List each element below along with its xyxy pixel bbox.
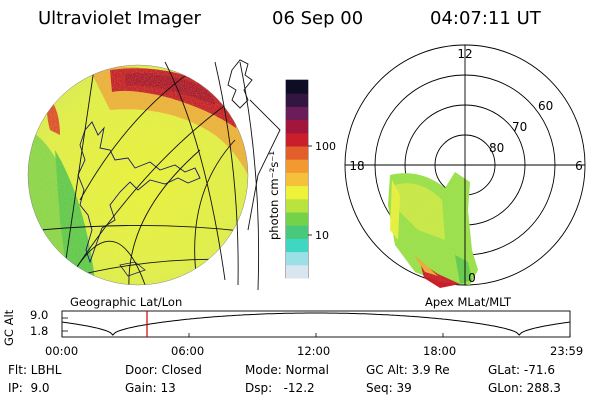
timeline-xtick-1: 06:00 <box>171 344 205 358</box>
gc-altitude-info: GC Alt: 3.9 Re <box>366 363 450 377</box>
mlat-label-60: 60 <box>538 99 553 113</box>
door-info: Door: Closed <box>125 363 202 377</box>
timeline-xtick-0: 00:00 <box>45 344 79 358</box>
colorbar-stripe <box>286 185 308 200</box>
mlt-label-18: 18 <box>349 159 364 173</box>
magnetic-polar-plot: 12 18 6 0 60 70 80 <box>344 44 586 288</box>
colorbar-stripe <box>286 212 308 226</box>
sequence-info: Seq: 39 <box>366 381 412 395</box>
gain-info: Gain: 13 <box>125 381 176 395</box>
orbit-altitude-timeline <box>61 310 571 338</box>
timeline-x-ticks <box>61 333 571 337</box>
apex-caption: Apex MLat/MLT <box>425 295 512 309</box>
mlt-label-0: 0 <box>468 271 476 285</box>
mlt-label-6: 6 <box>575 159 583 173</box>
colorbar-stripe <box>286 225 308 239</box>
timeline-xtick-3: 18:00 <box>423 344 457 358</box>
filter-info: Flt: LBHL <box>8 363 62 377</box>
mlat-label-70: 70 <box>512 120 527 134</box>
colorbar-stripe <box>286 93 308 107</box>
instrument-title: Ultraviolet Imager <box>38 8 201 29</box>
colorbar-tick-10: 10 <box>315 229 329 242</box>
timeline-ytick-1-8: 1.8 <box>30 324 49 338</box>
colorbar-unit-label: photon cm⁻²s⁻¹ <box>267 151 281 240</box>
geo-latitude-info: GLat: -71.6 <box>488 363 555 377</box>
colorbar-stripe <box>286 172 308 187</box>
mode-info: Mode: Normal <box>245 363 329 377</box>
color-scale-bar: 100 10 photon cm⁻²s⁻¹ <box>267 79 336 279</box>
colorbar-stripe <box>286 119 308 134</box>
geographic-caption: Geographic Lat/Lon <box>70 295 183 309</box>
dsp-info: Dsp: -12.2 <box>245 381 315 395</box>
mlat-label-80: 80 <box>489 141 504 155</box>
coastline-outline <box>227 59 253 109</box>
timeline-ylabel: GC Alt <box>2 309 16 346</box>
colorbar-stripe <box>286 132 308 147</box>
observation-date: 06 Sep 00 <box>272 8 364 29</box>
colorbar-stripe <box>286 264 308 279</box>
observation-time: 04:07:11 UT <box>430 8 541 29</box>
colorbar-stripe <box>286 251 308 266</box>
ip-info: IP: 9.0 <box>8 381 50 395</box>
geographic-auroral-image <box>28 65 248 285</box>
geo-longitude-info: GLon: 288.3 <box>488 381 561 395</box>
timeline-xtick-2: 12:00 <box>297 344 331 358</box>
colorbar-stripe <box>286 159 308 173</box>
mlt-label-12: 12 <box>457 47 472 61</box>
colorbar-stripe <box>286 106 308 121</box>
colorbar-tick-100: 100 <box>315 140 336 153</box>
timeline-ytick-9: 9.0 <box>30 308 49 322</box>
colorbar-stripe <box>286 198 308 213</box>
colorbar-stripe <box>286 146 308 160</box>
colorbar-stripe <box>286 80 308 94</box>
timeline-xtick-4: 23:59 <box>550 344 584 358</box>
colorbar-stripe <box>286 238 308 253</box>
